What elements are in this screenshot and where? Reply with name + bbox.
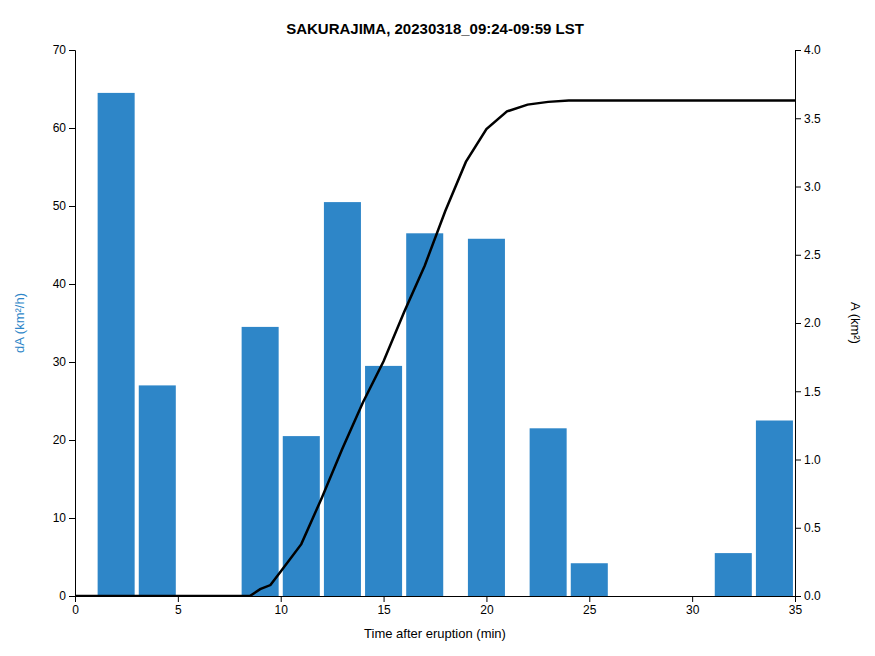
- title: SAKURAJIMA, 20230318_09:24-09:59 LST: [286, 20, 584, 37]
- tick-mark: [384, 596, 385, 602]
- tick-mark: [692, 596, 693, 602]
- y2-axis-label: A (km²): [848, 302, 863, 344]
- tick-mark: [795, 528, 801, 529]
- tick-label: 1.5: [804, 385, 821, 399]
- tick-label: 0: [72, 603, 79, 617]
- bar: [139, 385, 176, 596]
- tick-label: 70: [53, 43, 67, 57]
- bar-series: [98, 93, 793, 596]
- tick: 0: [59, 589, 75, 603]
- bar: [406, 233, 443, 596]
- tick-label: 4.0: [804, 43, 821, 57]
- tick-label: 40: [53, 277, 67, 291]
- tick-label: 35: [789, 603, 803, 617]
- axis-line: [69, 51, 76, 597]
- tick-mark: [281, 596, 282, 602]
- tick-mark: [69, 440, 75, 441]
- tick: 30: [686, 596, 700, 617]
- tick: 25: [583, 596, 597, 617]
- tick: 0: [72, 596, 79, 617]
- tick: 50: [53, 199, 75, 213]
- tick-mark: [795, 118, 801, 119]
- tick-mark: [589, 596, 590, 602]
- tick-mark: [486, 596, 487, 602]
- y-axis-label: dA (km²/h): [12, 293, 27, 353]
- tick: 35: [789, 596, 803, 617]
- tick-mark: [795, 50, 801, 51]
- bar: [756, 421, 793, 597]
- tick-label: 60: [53, 121, 67, 135]
- tick-mark: [69, 284, 75, 285]
- tick-mark: [795, 596, 801, 597]
- tick: 2.5: [795, 248, 821, 262]
- tick-label: 2.5: [804, 248, 821, 262]
- tick-label: 30: [53, 355, 67, 369]
- tick-label: 20: [53, 433, 67, 447]
- tick: 10: [275, 596, 289, 617]
- tick-mark: [795, 187, 801, 188]
- y-axis: 0 10 20 30 40 50 60 70: [53, 43, 76, 603]
- tick-label: 10: [53, 511, 67, 525]
- tick: 2.0: [795, 316, 821, 330]
- tick-mark: [69, 518, 75, 519]
- tick-label: 2.0: [804, 316, 821, 330]
- tick-mark: [795, 460, 801, 461]
- tick: 3.0: [795, 180, 821, 194]
- tick: 15: [377, 596, 391, 617]
- bar: [365, 366, 402, 596]
- tick-label: 50: [53, 199, 67, 213]
- tick-label: 20: [480, 603, 494, 617]
- tick-mark: [795, 255, 801, 256]
- tick: 1.5: [795, 385, 821, 399]
- tick-mark: [69, 128, 75, 129]
- axis-line: [796, 51, 802, 597]
- bar: [468, 239, 505, 596]
- tick-mark: [69, 206, 75, 207]
- tick: 40: [53, 277, 75, 291]
- tick: 70: [53, 43, 75, 57]
- tick-label: 30: [686, 603, 700, 617]
- tick-label: 10: [275, 603, 289, 617]
- tick-label: 3.5: [804, 112, 821, 126]
- bar: [715, 553, 752, 596]
- tick-mark: [69, 362, 75, 363]
- bar: [98, 93, 135, 596]
- tick-label: 0.5: [804, 521, 821, 535]
- tick-label: 5: [175, 603, 182, 617]
- tick-label: 0.0: [804, 589, 821, 603]
- tick-mark: [69, 596, 75, 597]
- tick: 0.5: [795, 521, 821, 535]
- plot-area: [75, 93, 795, 596]
- tick-mark: [69, 50, 75, 51]
- tick: 5: [175, 596, 182, 617]
- tick: 20: [480, 596, 494, 617]
- tick-label: 3.0: [804, 180, 821, 194]
- tick-label: 25: [583, 603, 597, 617]
- tick-label: 1.0: [804, 453, 821, 467]
- tick: 1.0: [795, 453, 821, 467]
- tick: 60: [53, 121, 75, 135]
- tick-mark: [795, 323, 801, 324]
- tick: 3.5: [795, 112, 821, 126]
- tick: 10: [53, 511, 75, 525]
- x-axis: 0 5 10 15 20 25 30 35: [72, 596, 802, 617]
- tick-mark: [795, 391, 801, 392]
- x-axis-label: Time after eruption (min): [364, 626, 506, 641]
- tick-label: 0: [59, 589, 66, 603]
- tick: 20: [53, 433, 75, 447]
- chart: 0 5 10 15 20 25 30 35 0 10 20 30 40 50 60 70 0.0 0.5 1.0 1.…: [0, 0, 875, 656]
- tick-mark: [178, 596, 179, 602]
- bar: [242, 327, 279, 596]
- bar: [571, 563, 608, 596]
- y2-axis: 0.0 0.5 1.0 1.5 2.0 2.5 3.0 3.5 4.0: [795, 43, 821, 603]
- bar: [530, 428, 567, 596]
- tick: 4.0: [795, 43, 821, 57]
- axis-line: [76, 597, 796, 603]
- tick: 0.0: [795, 589, 821, 603]
- tick: 30: [53, 355, 75, 369]
- bar: [324, 202, 361, 596]
- line: [75, 101, 795, 596]
- tick-label: 15: [377, 603, 391, 617]
